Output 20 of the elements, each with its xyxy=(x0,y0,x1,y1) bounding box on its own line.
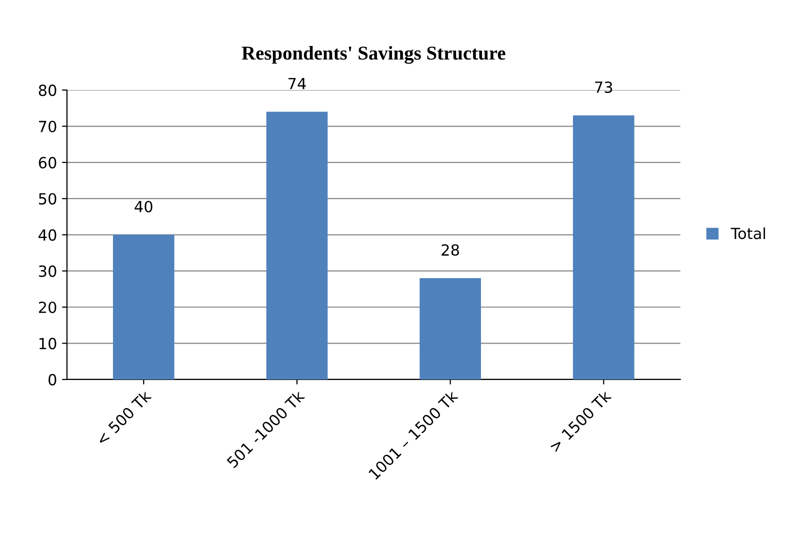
y-tick-label: 0 xyxy=(48,374,56,386)
y-tick-label: 20 xyxy=(38,302,56,314)
y-tick-label: 10 xyxy=(39,338,56,350)
y-tick-label: 70 xyxy=(39,120,56,132)
bar xyxy=(112,234,174,380)
data-label: 28 xyxy=(442,244,459,256)
y-tick-label: 30 xyxy=(38,265,56,277)
x-tick-label: < 500 Tk xyxy=(95,389,152,446)
chart-title: Respondents' Savings Structure xyxy=(242,46,506,64)
bar xyxy=(572,115,634,380)
legend-label: Total xyxy=(730,227,766,240)
data-label: 40 xyxy=(134,200,152,212)
y-tick-label: 40 xyxy=(38,229,56,241)
data-label: 73 xyxy=(595,81,612,94)
y-tick-label: 60 xyxy=(38,156,56,168)
bar xyxy=(420,278,481,380)
bar xyxy=(266,112,328,380)
y-tick-label: 80 xyxy=(38,84,56,96)
data-label: 74 xyxy=(288,78,306,90)
y-tick-label: 50 xyxy=(38,193,56,205)
